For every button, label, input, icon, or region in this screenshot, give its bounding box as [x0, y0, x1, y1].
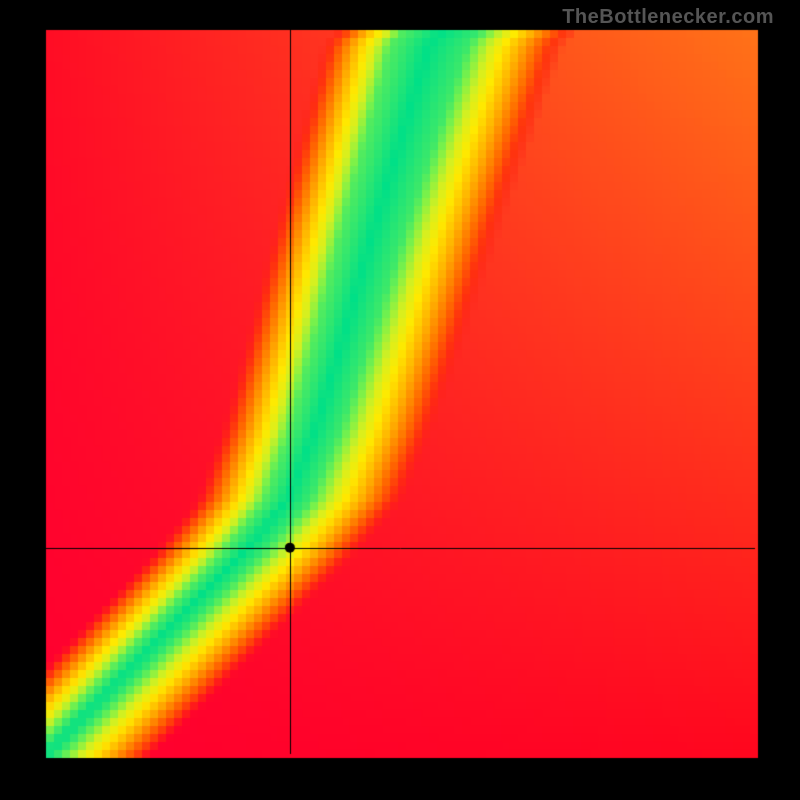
bottleneck-heatmap [0, 0, 800, 800]
watermark-text: TheBottlenecker.com [562, 6, 774, 29]
